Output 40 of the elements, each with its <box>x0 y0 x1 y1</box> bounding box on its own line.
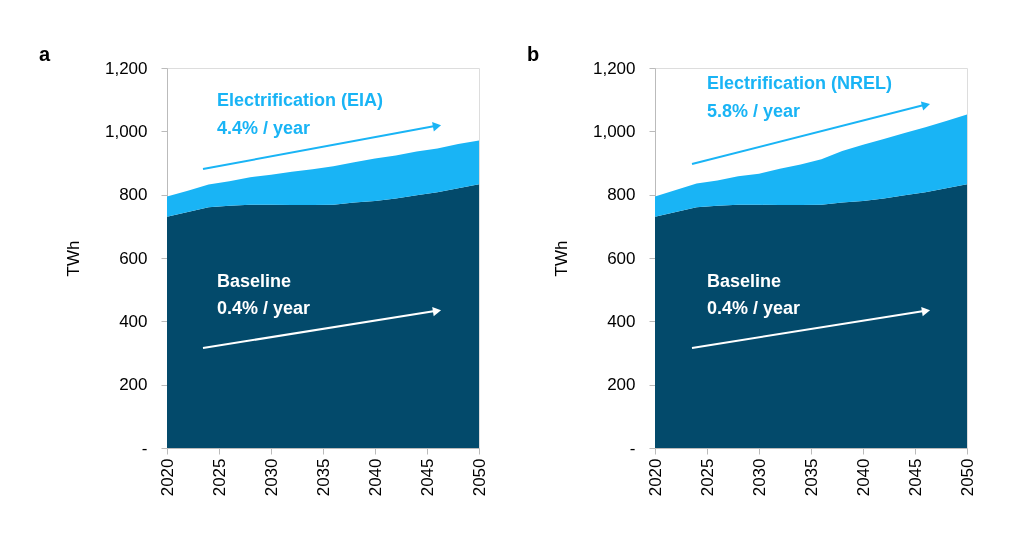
y-tick-label: - <box>629 438 636 458</box>
y-tick-label: 400 <box>607 311 636 331</box>
series-label: Baseline <box>707 271 782 291</box>
y-tick-label: 600 <box>119 248 148 268</box>
y-tick-label: 800 <box>119 185 148 205</box>
x-tick-label: 2035 <box>801 458 821 497</box>
annotation: 5.8% / year <box>707 101 801 121</box>
x-tick-label: 2040 <box>853 458 873 497</box>
x-tick-label: 2035 <box>313 458 333 497</box>
x-tick-label: 2030 <box>261 458 281 497</box>
text: Electrification (NREL) <box>707 73 893 93</box>
x-tick-label: 2040 <box>365 458 385 497</box>
annotation: 0.4% / year <box>217 298 311 318</box>
y-tick-label: 200 <box>607 375 636 395</box>
x-tick-label: 2030 <box>749 458 769 497</box>
y-tick-label: 200 <box>119 375 148 395</box>
y-tick-label: 800 <box>607 185 636 205</box>
y-axis-title: TWh <box>63 240 83 277</box>
y-tick-label: - <box>141 438 148 458</box>
x-tick-label: 2045 <box>417 458 437 497</box>
y-tick-label: 400 <box>119 311 148 331</box>
y-tick-label: 600 <box>607 248 636 268</box>
x-tick-label: 2045 <box>905 458 925 497</box>
chart-title: a <box>39 43 51 65</box>
y-tick-label: 1,200 <box>592 58 636 78</box>
annotation: 4.4% / year <box>217 118 311 138</box>
x-tick-label: 2050 <box>957 458 977 497</box>
series-label: Baseline <box>217 271 292 291</box>
x-tick-label: 2020 <box>157 458 177 497</box>
y-axis-title: TWh <box>551 240 571 277</box>
chart-title: b <box>527 43 540 65</box>
x-tick-label: 2050 <box>469 458 489 497</box>
text: Electrification (EIA) <box>217 90 384 110</box>
x-tick-label: 2025 <box>209 458 229 497</box>
y-tick-label: 1,000 <box>592 121 636 141</box>
y-tick-label: 1,000 <box>104 121 148 141</box>
x-tick-label: 2020 <box>645 458 665 497</box>
y-tick-label: 1,200 <box>104 58 148 78</box>
annotation: 0.4% / year <box>707 298 801 318</box>
x-tick-label: 2025 <box>697 458 717 497</box>
